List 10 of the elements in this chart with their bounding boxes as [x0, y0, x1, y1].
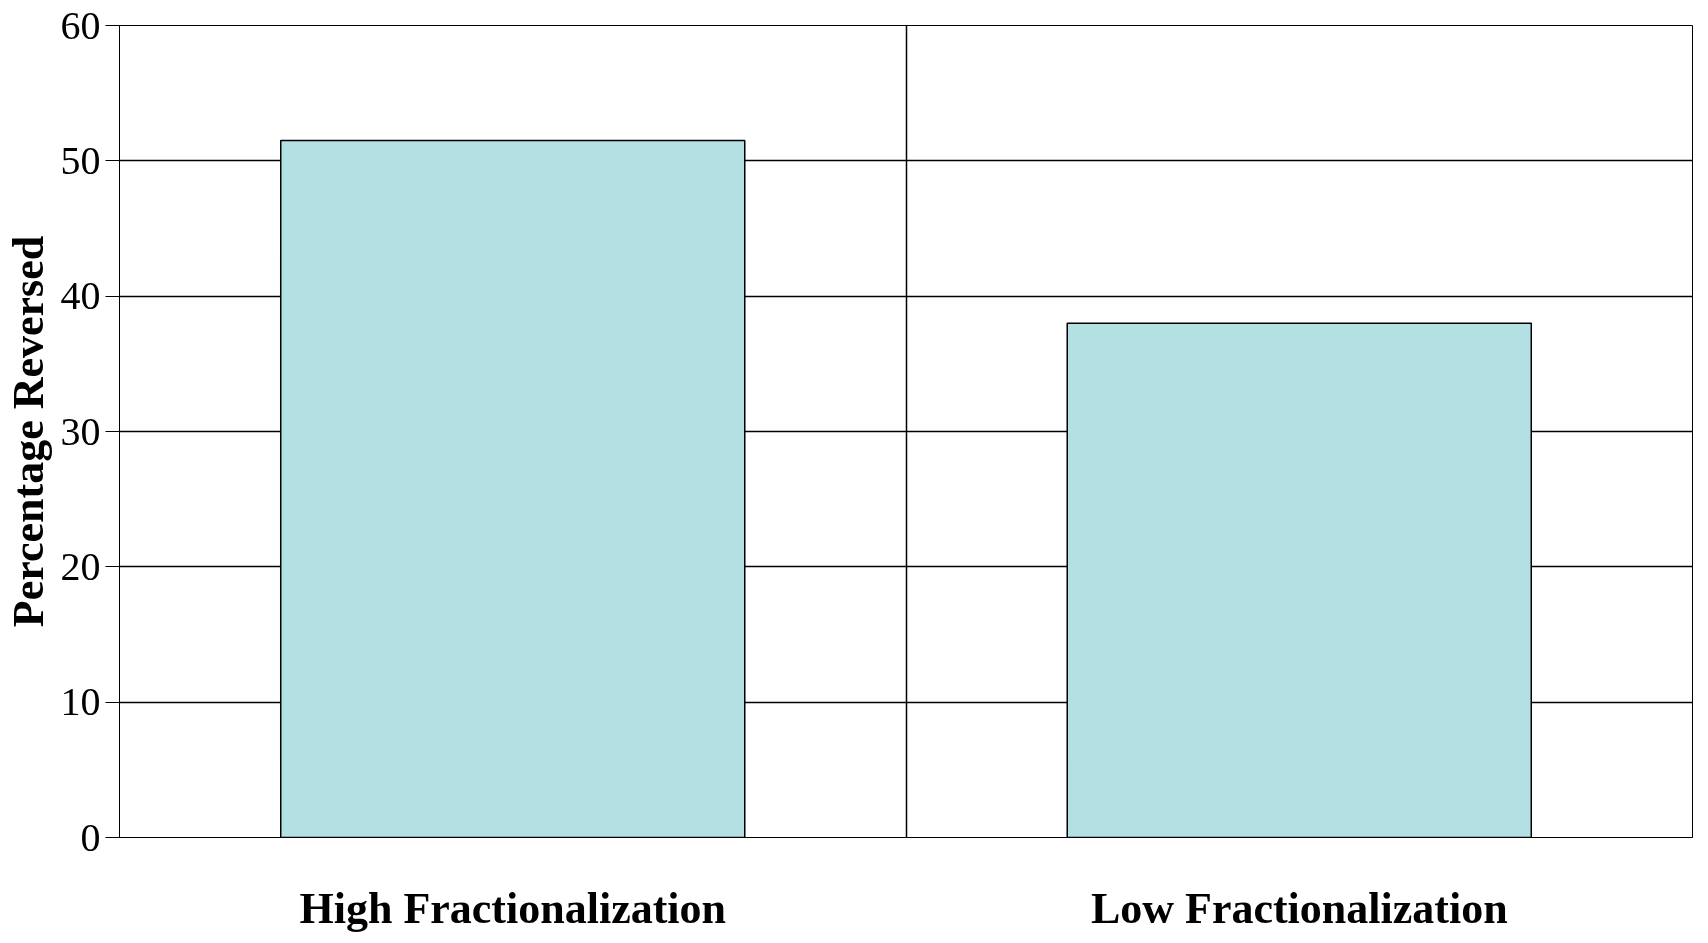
y-tick-label: 20 [60, 543, 101, 589]
y-tick-label: 10 [60, 679, 101, 725]
y-tick-label: 30 [60, 408, 101, 454]
y-tick-label: 40 [60, 273, 101, 319]
x-tick-label: High Fractionalization [299, 883, 727, 933]
x-tick-label: Low Fractionalization [1090, 883, 1508, 933]
y-tick-label: 50 [60, 137, 101, 183]
y-axis-title: Percentage Reversed [3, 235, 53, 628]
y-tick-label: 0 [80, 814, 101, 860]
y-tick-label: 60 [60, 2, 101, 48]
